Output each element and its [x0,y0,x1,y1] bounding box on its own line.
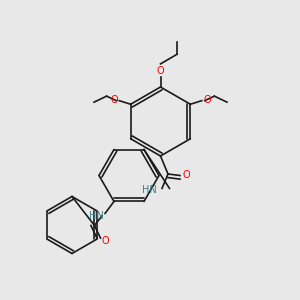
Text: O: O [182,170,190,180]
Text: O: O [110,95,118,105]
Text: O: O [157,66,164,76]
Text: HN: HN [142,185,157,195]
Text: O: O [203,95,211,105]
Text: HN: HN [89,211,104,221]
Text: O: O [102,236,110,246]
